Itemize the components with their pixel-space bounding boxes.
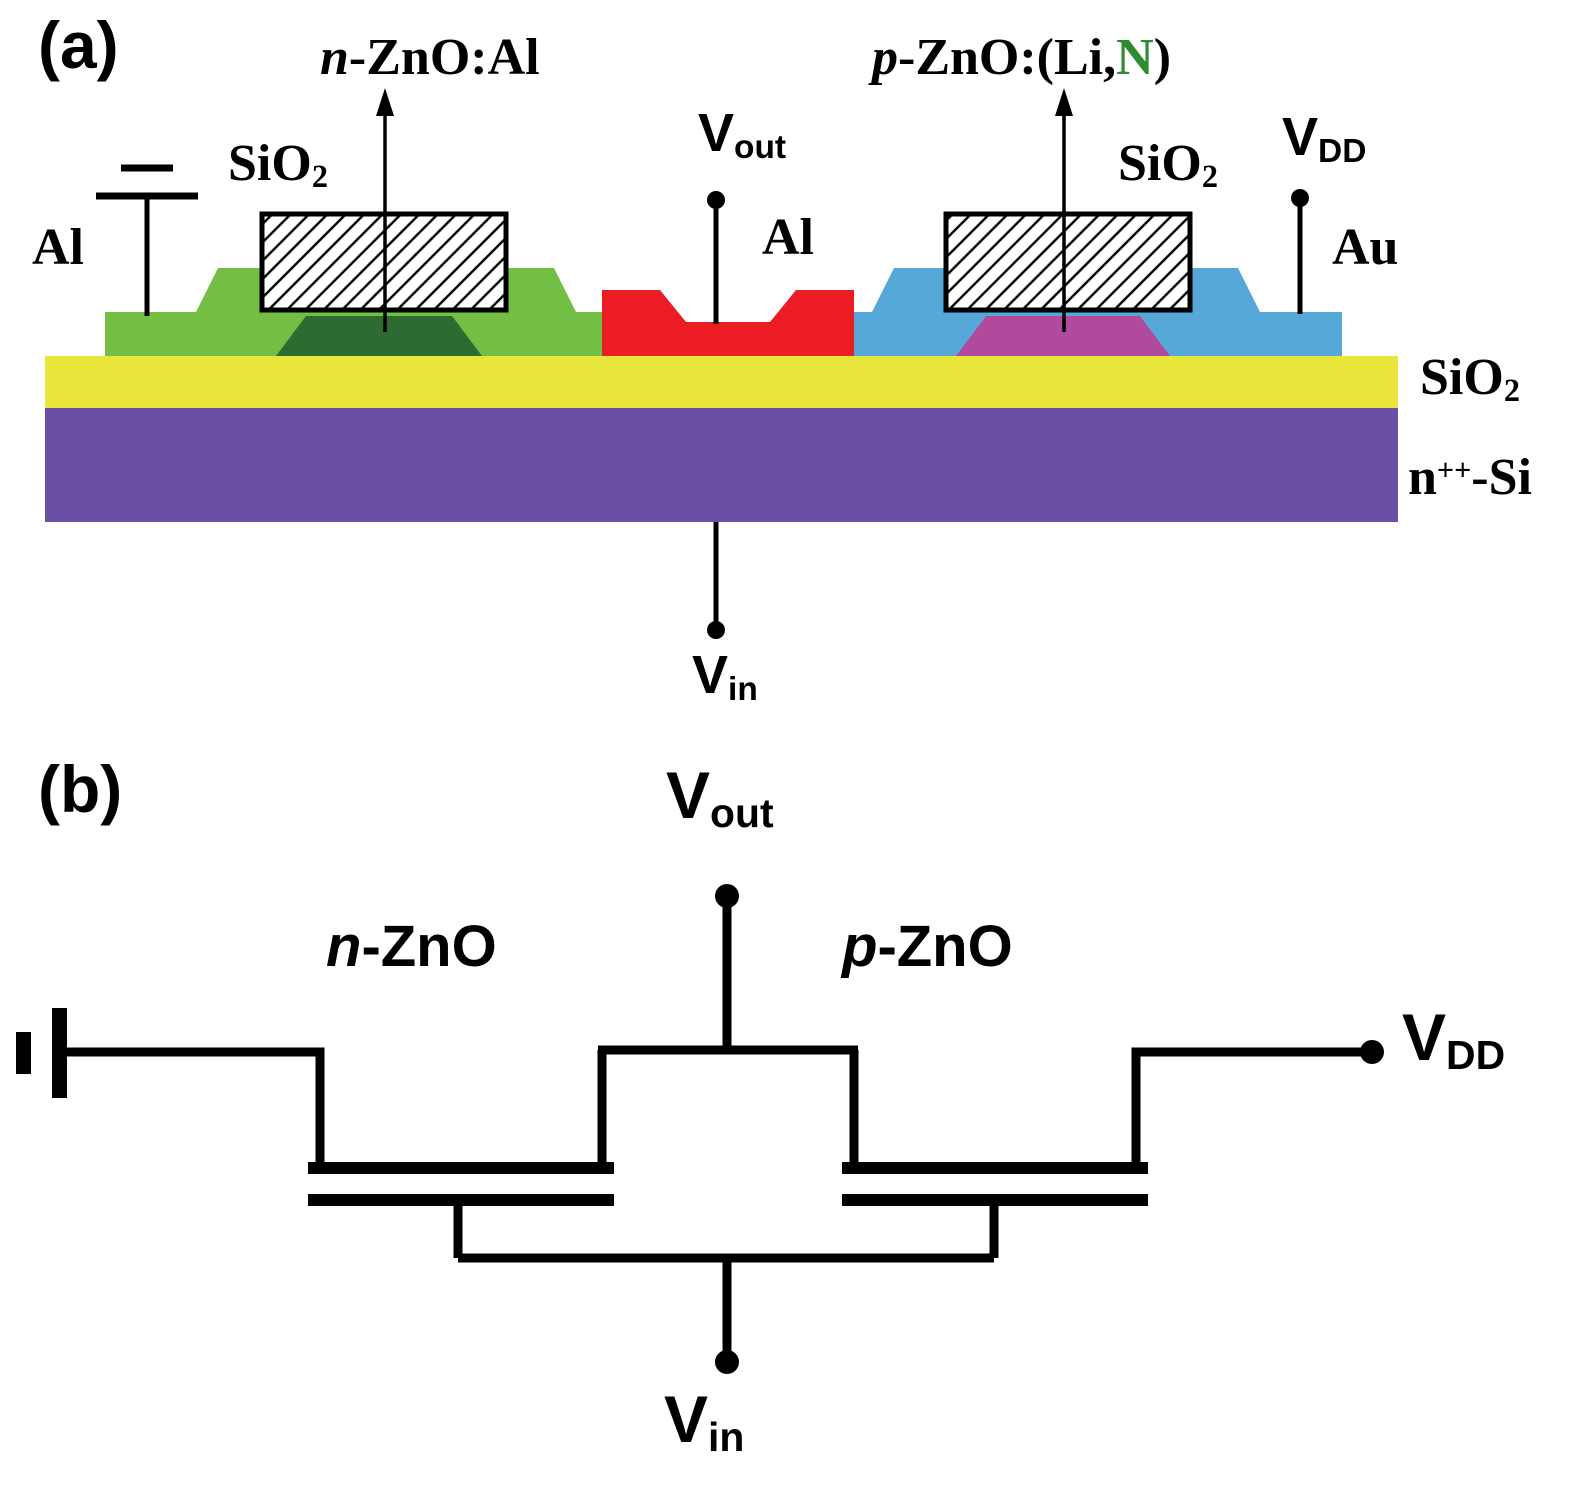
sio2-passivation-label-left: SiO2 (228, 135, 328, 193)
vout-terminal-dot-a (707, 191, 725, 209)
label-subscript: in (708, 1414, 745, 1460)
vin-label-a: Vin (692, 645, 758, 707)
label-subscript: DD (1446, 1032, 1506, 1078)
panel-a-tag: (a) (38, 8, 119, 82)
label-text: -ZnO (877, 914, 1013, 979)
vin-terminal-dot-b (715, 1350, 739, 1374)
label-text: V (1282, 107, 1319, 167)
n-zno-transistor-label: n-ZnO (326, 918, 497, 976)
panel-b-tag: (b) (38, 752, 123, 826)
label-italic: n (326, 914, 362, 979)
ptft-to-vdd-wire (1131, 1047, 1372, 1168)
label-italic: p (872, 29, 898, 86)
label-subscript: out (710, 790, 774, 836)
sio2-dielectric-layer (45, 356, 1398, 408)
label-text: SiO (1118, 135, 1202, 192)
label-subscript: 2 (311, 158, 328, 195)
al-output-contact (602, 290, 854, 356)
nitrogen-text: N (1116, 29, 1154, 86)
vin-label-b: Vin (664, 1386, 744, 1457)
label-text: V (664, 1382, 709, 1456)
n-zno-al-label: n-ZnO:Al (320, 32, 540, 84)
label-text: -ZnO:(Li, (898, 29, 1117, 86)
vdd-label-a: VDD (1282, 107, 1366, 169)
vout-label-a: Vout (698, 103, 786, 165)
label-subscript: in (728, 671, 758, 709)
n-zno-channel (276, 316, 482, 356)
ground-to-ntft-wire (67, 1047, 325, 1166)
label-superscript: ++ (1436, 453, 1472, 488)
label-text: -ZnO:Al (348, 29, 540, 86)
vdd-terminal-dot-b (1360, 1040, 1384, 1064)
p-zno-lin-label: p-ZnO:(Li,N) (872, 32, 1171, 84)
au-contact-label: Au (1332, 219, 1399, 276)
al-output-label: Al (762, 209, 814, 266)
label-text: SiO (228, 135, 312, 192)
label-subscript: 2 (1201, 158, 1218, 195)
sio2-passivation-right (943, 211, 1193, 313)
si-substrate-layer (45, 408, 1398, 522)
label-text: V (698, 103, 735, 163)
label-text: SiO (1420, 349, 1504, 406)
label-italic: p (842, 914, 878, 979)
label-text: V (692, 645, 729, 705)
label-text: V (666, 758, 711, 832)
vin-terminal-dot-a (707, 621, 725, 639)
label-text: V (1402, 1000, 1447, 1074)
sio2-layer-label: SiO2 (1420, 349, 1520, 407)
si-substrate-label: n++-Si (1408, 452, 1532, 504)
vout-label-b: Vout (666, 762, 774, 833)
label-subscript: 2 (1503, 372, 1520, 409)
battery-icon-short-plate (16, 1032, 31, 1074)
n-zno-arrowhead-icon (376, 88, 394, 116)
al-ground-label: Al (32, 219, 84, 276)
vdd-label-b: VDD (1402, 1004, 1505, 1075)
label-italic: n (320, 29, 349, 86)
sio2-passivation-label-right: SiO2 (1118, 135, 1218, 193)
battery-icon-tall-plate (52, 1008, 67, 1098)
label-text: ) (1153, 29, 1172, 86)
label-subscript: DD (1318, 133, 1367, 171)
label-subscript: out (734, 129, 787, 167)
label-text: n (1408, 449, 1437, 506)
vout-terminal-dot-b (715, 884, 739, 908)
label-text: -Si (1471, 449, 1532, 506)
label-text: -ZnO (361, 914, 497, 979)
p-zno-arrowhead-icon (1055, 88, 1073, 116)
p-zno-channel (956, 316, 1170, 356)
vdd-terminal-dot-a (1291, 189, 1309, 207)
p-zno-transistor-label: p-ZnO (842, 918, 1013, 976)
